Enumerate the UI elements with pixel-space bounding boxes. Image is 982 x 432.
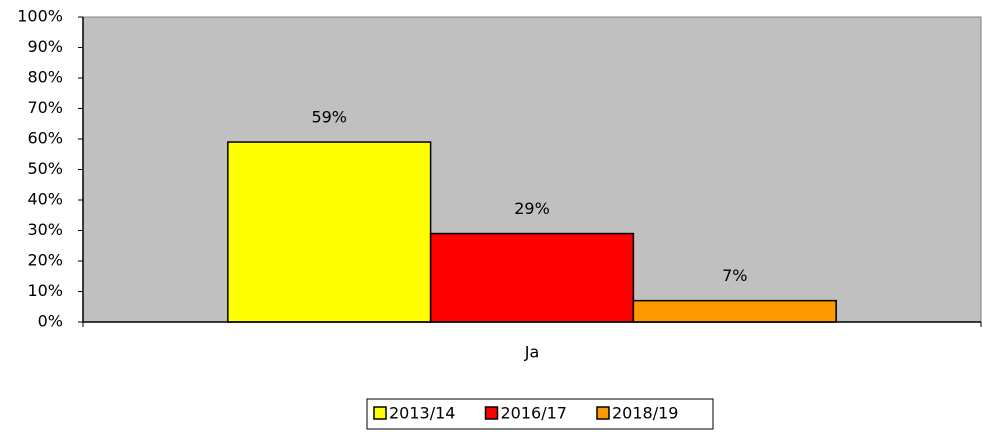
legend-swatch: [596, 406, 610, 420]
legend-label: 2016/17: [501, 404, 567, 423]
y-tick-label: 90%: [27, 37, 63, 56]
y-tick-label: 80%: [27, 68, 63, 87]
data-label: 59%: [311, 108, 347, 127]
data-label: 7%: [722, 266, 747, 285]
legend-swatch: [484, 406, 499, 420]
bar: [429, 232, 635, 323]
y-tick-label: 20%: [27, 251, 63, 270]
y-tick-label: 100%: [17, 7, 63, 26]
y-tick-label: 30%: [27, 220, 63, 239]
legend-box: [366, 398, 714, 430]
bar: [632, 299, 837, 323]
legend-label: 2018/19: [612, 404, 678, 423]
bar: [227, 141, 432, 323]
legend-swatch: [373, 406, 387, 420]
x-tick-label: Ja: [524, 343, 540, 362]
y-tick-label: 70%: [27, 98, 63, 117]
y-tick-label: 60%: [27, 129, 63, 148]
y-tick-label: 40%: [27, 190, 63, 209]
y-tick-label: 50%: [27, 159, 63, 178]
data-label: 29%: [514, 199, 550, 218]
y-tick-label: 10%: [27, 281, 63, 300]
legend-label: 2013/14: [389, 404, 455, 423]
y-tick-label: 0%: [38, 312, 63, 331]
